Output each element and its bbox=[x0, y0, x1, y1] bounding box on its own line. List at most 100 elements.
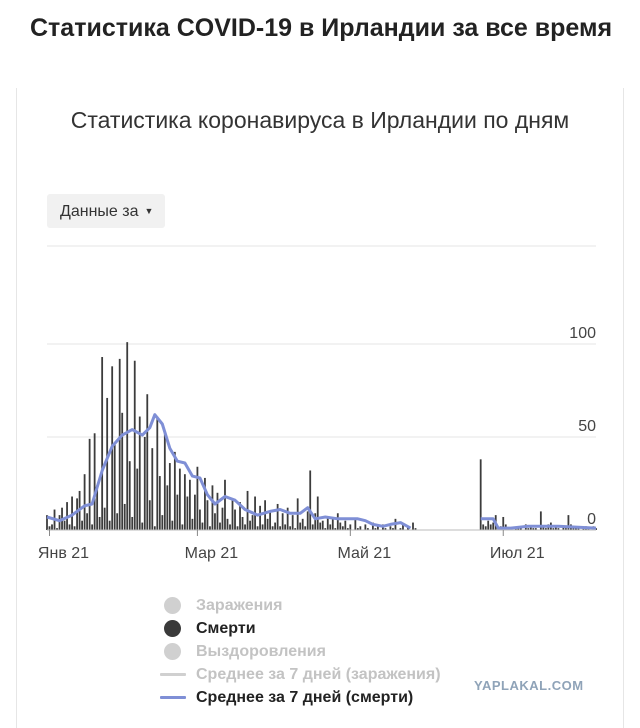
bar bbox=[542, 526, 545, 530]
bar bbox=[138, 416, 141, 530]
bar bbox=[392, 528, 394, 530]
legend-item-recoveries[interactable]: Выздоровления bbox=[158, 640, 441, 663]
bar bbox=[91, 524, 94, 530]
bar bbox=[539, 511, 542, 530]
bar bbox=[148, 500, 151, 530]
bar bbox=[575, 528, 577, 530]
y-tick-label: 100 bbox=[569, 325, 596, 342]
bar bbox=[304, 526, 307, 530]
bar bbox=[106, 397, 109, 530]
bar bbox=[341, 526, 344, 530]
bar bbox=[557, 528, 560, 530]
x-tick-label: Мар 21 bbox=[185, 545, 239, 562]
bar bbox=[224, 479, 226, 530]
average-line bbox=[480, 517, 597, 530]
bar bbox=[371, 522, 374, 530]
bar bbox=[56, 528, 58, 530]
bar bbox=[221, 507, 224, 530]
bar bbox=[244, 524, 246, 530]
bar bbox=[552, 528, 555, 530]
bar bbox=[321, 520, 324, 530]
page-heading: Статистика COVID-19 в Ирландии за все вр… bbox=[30, 14, 613, 42]
bar bbox=[183, 474, 186, 530]
bar bbox=[402, 524, 404, 530]
legend-item-deaths[interactable]: Смерти bbox=[158, 617, 441, 640]
bar bbox=[314, 513, 317, 530]
bar bbox=[284, 524, 287, 530]
bar bbox=[354, 518, 357, 530]
bar bbox=[229, 524, 231, 530]
data-range-dropdown[interactable]: Данные за ▼ bbox=[47, 194, 166, 228]
bar bbox=[188, 479, 191, 530]
bar bbox=[554, 526, 557, 530]
bar bbox=[173, 451, 176, 530]
bar bbox=[359, 526, 362, 530]
bar bbox=[489, 524, 492, 530]
bar bbox=[399, 528, 402, 530]
legend-label: Заражения bbox=[196, 597, 283, 614]
bar bbox=[266, 518, 269, 530]
bar bbox=[366, 528, 369, 530]
bar bbox=[274, 522, 277, 530]
bar bbox=[63, 520, 66, 530]
bar bbox=[241, 516, 244, 530]
bar bbox=[291, 515, 294, 530]
bar bbox=[527, 528, 530, 530]
bar bbox=[389, 526, 392, 530]
bar bbox=[306, 511, 309, 530]
bar bbox=[261, 524, 264, 530]
bar bbox=[336, 513, 339, 530]
bar bbox=[311, 524, 314, 530]
bar bbox=[166, 485, 169, 530]
bar bbox=[204, 477, 206, 530]
bar bbox=[264, 500, 266, 530]
chart-title: Статистика коронавируса в Ирландии по дн… bbox=[70, 107, 570, 133]
bar bbox=[214, 513, 216, 530]
bar bbox=[136, 468, 139, 530]
y-tick-label: 0 bbox=[587, 511, 596, 528]
bar bbox=[502, 516, 505, 530]
bar bbox=[226, 518, 229, 530]
bar bbox=[76, 498, 78, 530]
watermark: YAPLAKAL.COM bbox=[474, 678, 584, 693]
bar bbox=[301, 518, 304, 530]
average-line bbox=[46, 413, 412, 530]
bar bbox=[81, 520, 83, 530]
bar bbox=[279, 526, 282, 530]
bar bbox=[219, 522, 221, 530]
bar bbox=[269, 511, 272, 530]
caret-down-icon: ▼ bbox=[144, 206, 154, 216]
bar bbox=[113, 444, 116, 530]
bar bbox=[256, 526, 259, 530]
bar bbox=[309, 470, 312, 530]
dropdown-label: Данные за bbox=[60, 203, 139, 220]
bar bbox=[374, 528, 377, 530]
x-tick-label: Май 21 bbox=[338, 545, 392, 562]
bar bbox=[121, 412, 124, 530]
bar bbox=[108, 520, 111, 530]
bar bbox=[349, 524, 352, 530]
bar bbox=[186, 496, 189, 530]
legend-item-deaths-average[interactable]: Среднее за 7 дней (смерти) bbox=[158, 686, 441, 709]
legend-dot-icon bbox=[164, 597, 181, 614]
bar bbox=[194, 494, 196, 530]
bar bbox=[156, 416, 159, 530]
legend-item-infections-average[interactable]: Среднее за 7 дней (заражения) bbox=[158, 663, 441, 686]
bar bbox=[324, 528, 327, 530]
bar bbox=[98, 516, 101, 530]
legend-item-infections[interactable]: Заражения bbox=[158, 594, 441, 617]
bar bbox=[93, 433, 96, 530]
bar bbox=[68, 524, 71, 530]
bar bbox=[191, 518, 194, 530]
bar bbox=[153, 526, 156, 530]
bar bbox=[126, 342, 129, 530]
bar bbox=[484, 526, 487, 530]
bar bbox=[161, 515, 164, 530]
bar bbox=[51, 524, 53, 530]
legend: Заражения Смерти Выздоровления Среднее з… bbox=[158, 594, 441, 709]
bar bbox=[329, 524, 332, 530]
bar bbox=[181, 524, 184, 530]
legend-dot-icon bbox=[164, 620, 181, 637]
legend-label: Среднее за 7 дней (заражения) bbox=[196, 666, 441, 683]
bar bbox=[377, 526, 379, 530]
